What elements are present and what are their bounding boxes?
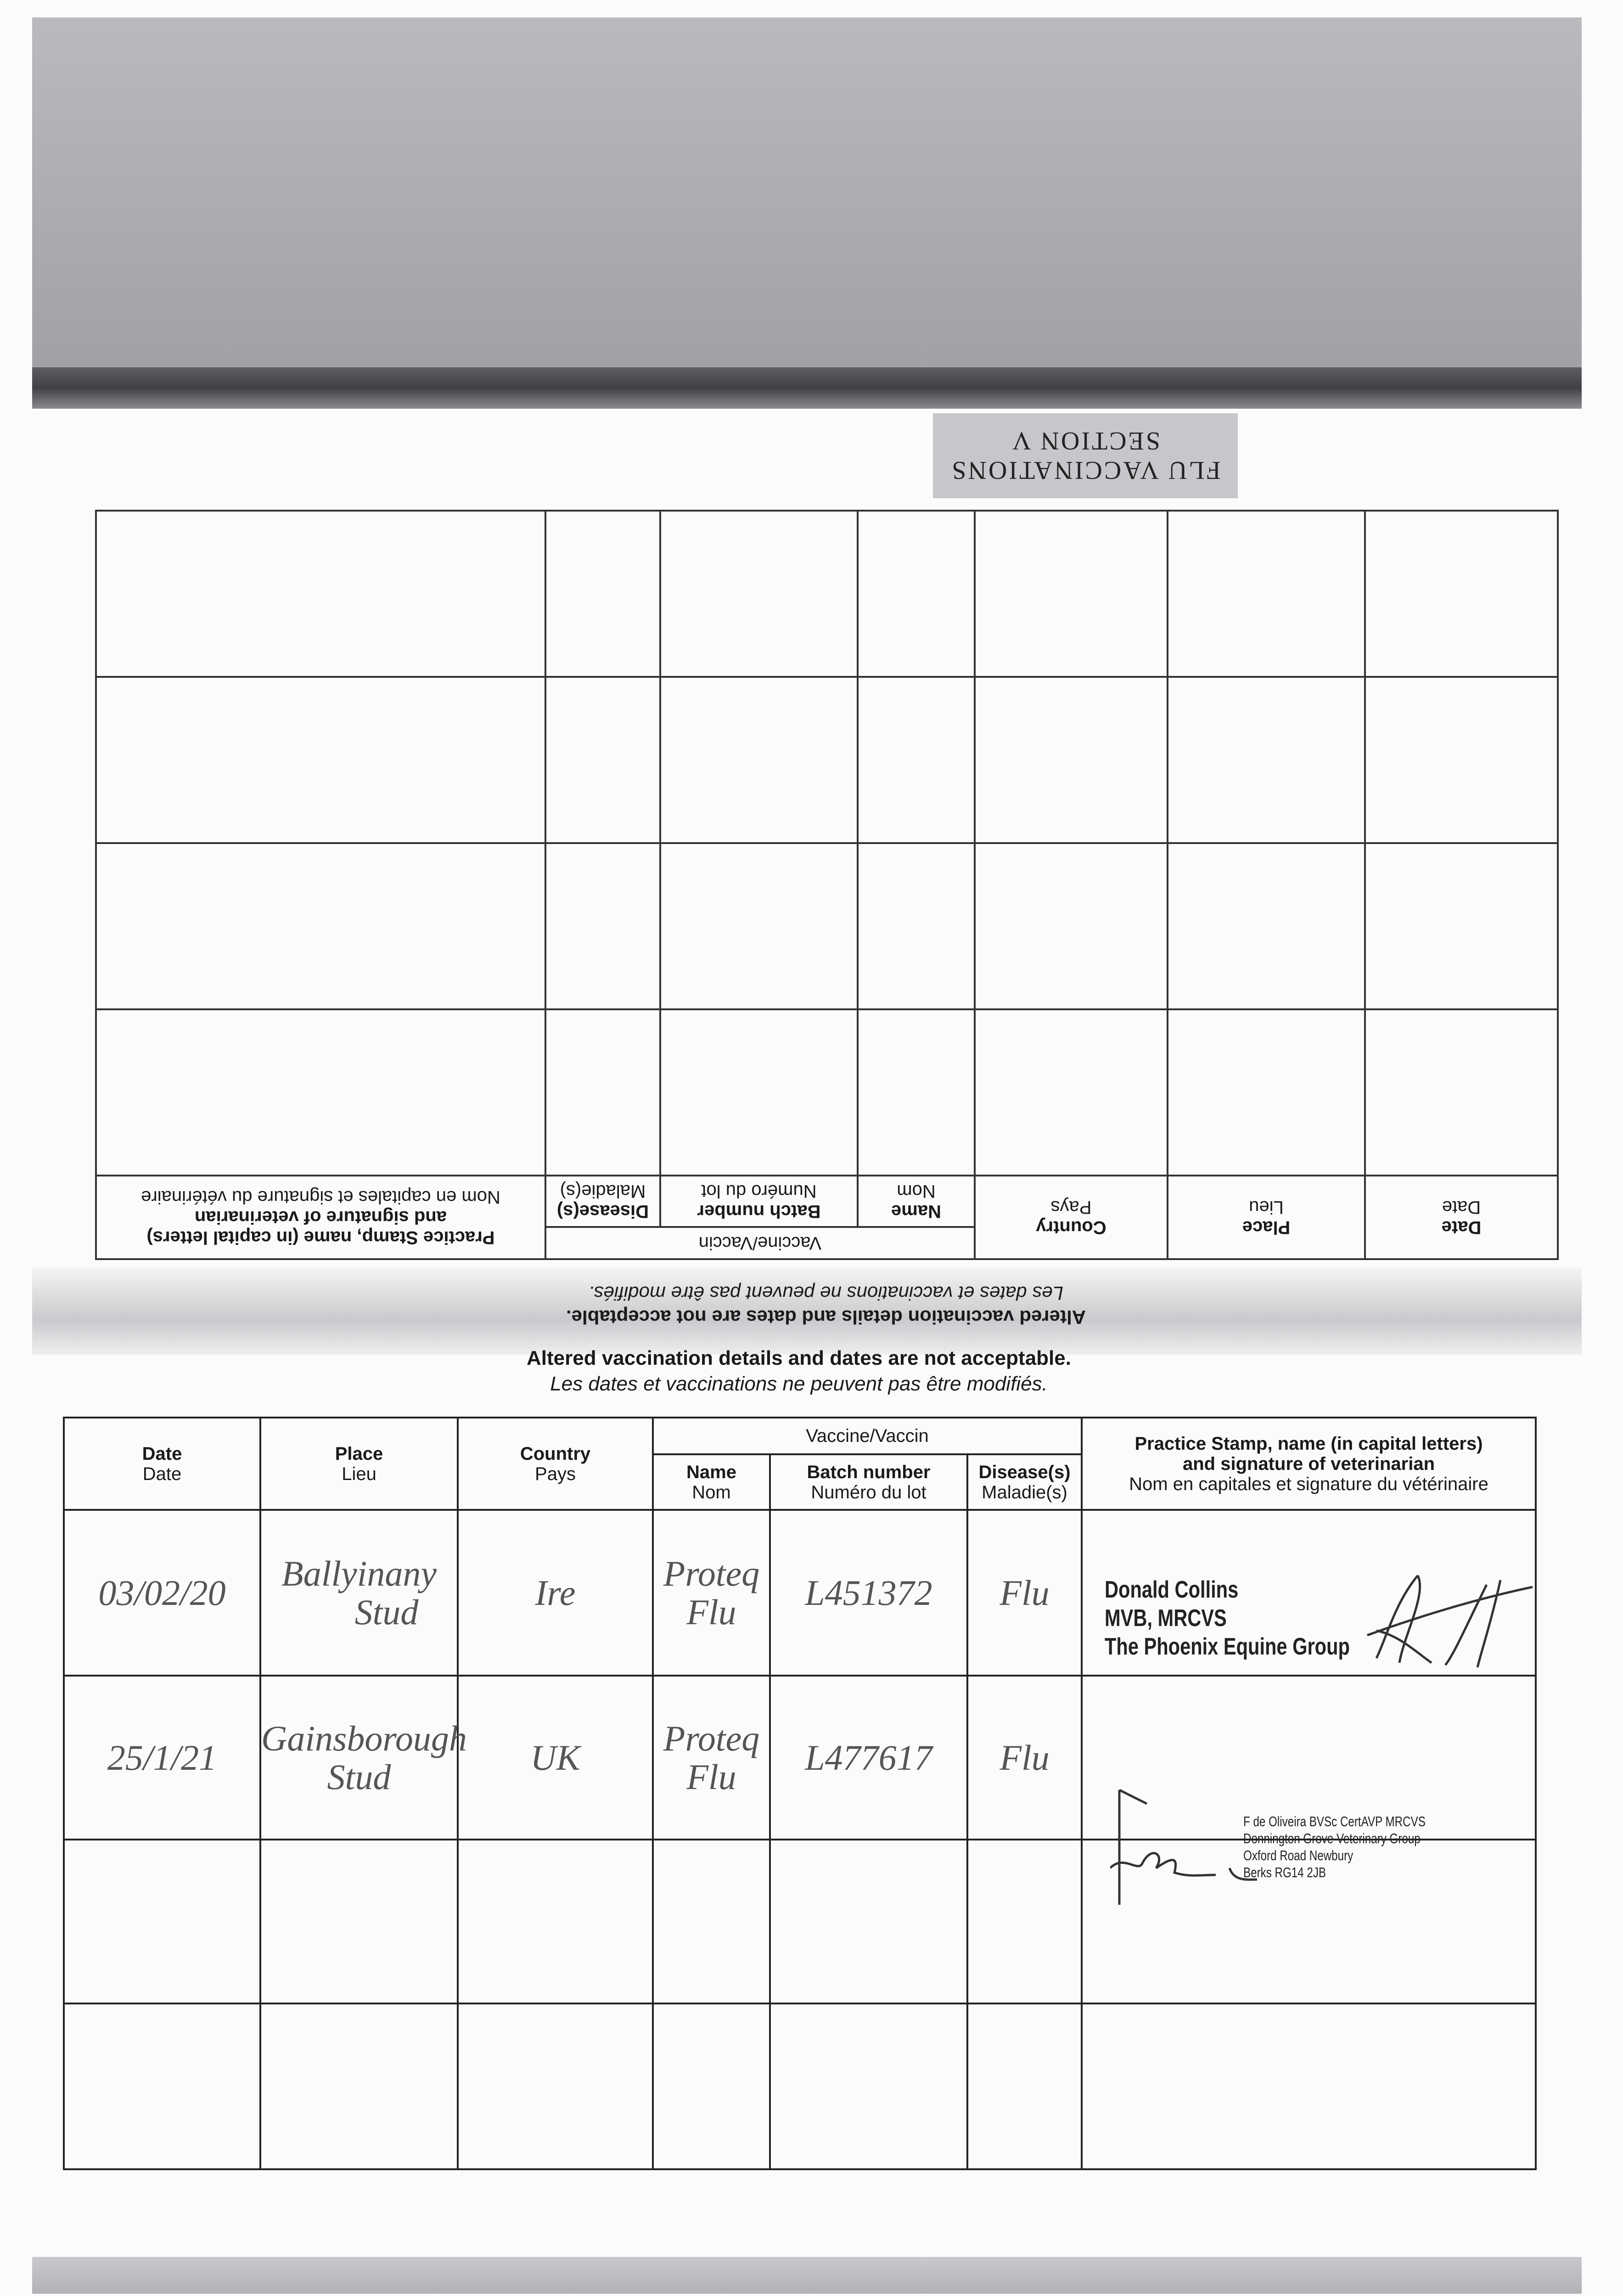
cell-place: Ballyinany Stud — [259, 1509, 459, 1677]
table-row: 03/02/20 Ballyinany Stud Ire Proteq Flu L4… — [63, 1509, 1537, 1677]
cell-date: 03/02/20 — [63, 1509, 261, 1677]
header-disease: Disease(s) Maladie(s) — [545, 1176, 660, 1227]
header-subrow: Name Nom Batch number Numéro du lot Diseas… — [64, 1453, 1536, 1511]
cell-practice-stamp: Donald Collins MVB, MRCVS The Phoenix Equi… — [1081, 1509, 1537, 1677]
cell-disease: Flu — [966, 1509, 1083, 1677]
cell-country: UK — [457, 1675, 654, 1840]
header-name: Name Nom — [652, 1453, 771, 1511]
table-row — [96, 1009, 1558, 1176]
cell-vaccine-name: Proteq Flu — [652, 1509, 771, 1677]
header-row: Date Date Place Lieu Country Pays Vaccine/V… — [63, 1417, 1537, 1511]
header-vaccine: Vaccine/Vaccin — [545, 1227, 975, 1259]
header-date: Date Date — [63, 1417, 261, 1511]
header-country: Country Pays — [975, 1176, 1168, 1259]
header-place: Place Lieu — [1168, 1176, 1365, 1259]
cell-batch: L477617 — [769, 1675, 968, 1840]
table-row: 25/1/21 Gainsborough Stud UK Proteq Flu L4… — [63, 1675, 1537, 1905]
notice-en: Altered vaccination details and dates ar… — [527, 1347, 1071, 1369]
lower-vaccination-table: Date Date Place Lieu Country Pays Vaccine/V… — [63, 1417, 1537, 2170]
scan-dark-stripe — [32, 367, 1582, 409]
notice-fr: Les dates et vaccinations ne peuvent pas… — [588, 1283, 1064, 1304]
header-practice: Practice Stamp, name (in capital letters… — [96, 1176, 545, 1259]
table-row — [96, 843, 1558, 1009]
header-date: Date Date — [1365, 1176, 1558, 1259]
header-country: Country Pays — [457, 1417, 654, 1511]
table-row — [63, 1839, 1537, 2004]
header-name: Name Nom — [858, 1176, 975, 1227]
scan-top-band — [32, 17, 1582, 376]
section-title: FLU VACCINATIONS — [950, 456, 1221, 485]
vet-stamp: F de Oliveira BVSc CertAVP MRCVS Donningt… — [1243, 1813, 1426, 1880]
header-batch: Batch number Numéro du lot — [660, 1176, 858, 1227]
vet-stamp: Donald Collins MVB, MRCVS The Phoenix Equi… — [1105, 1576, 1350, 1660]
notice-fr: Les dates et vaccinations ne peuvent pas… — [550, 1373, 1048, 1395]
page-fold-shadow — [32, 1267, 1582, 1355]
cell-disease: Flu — [966, 1675, 1083, 1840]
upper-vaccination-table: Date Date Place Lieu Country Pays Vaccine/V… — [95, 510, 1559, 1260]
scan-bottom-strip — [32, 2257, 1582, 2294]
table-row — [96, 511, 1558, 677]
vet-signature-icon — [1367, 1574, 1533, 1668]
table-row — [96, 677, 1558, 843]
header-row: Date Date Place Lieu Country Pays Vaccine/V… — [96, 1176, 1558, 1259]
cell-country: Ire — [457, 1509, 654, 1677]
cell-date: 25/1/21 — [63, 1675, 261, 1840]
header-place: Place Lieu — [259, 1417, 459, 1511]
upper-notice: Altered vaccination details and dates ar… — [95, 1281, 1557, 1329]
cell-place: Gainsborough Stud — [259, 1675, 467, 1840]
header-vaccine: Vaccine/Vaccin — [652, 1417, 1083, 1455]
vet-signature-icon — [1110, 1789, 1257, 1905]
header-batch: Batch number Numéro du lot — [769, 1453, 968, 1511]
section-number: SECTION V — [1011, 427, 1160, 456]
header-disease: Disease(s) Maladie(s) — [966, 1453, 1083, 1511]
lower-notice: Altered vaccination details and dates ar… — [63, 1345, 1535, 1397]
cell-vaccine-name: Proteq Flu — [652, 1675, 771, 1840]
notice-en: Altered vaccination details and dates ar… — [566, 1306, 1086, 1328]
header-practice: Practice Stamp, name (in capital letters… — [1081, 1417, 1537, 1511]
cell-practice-stamp: F de Oliveira BVSc CertAVP MRCVS Donningt… — [1081, 1675, 1537, 1905]
section-tab: FLU VACCINATIONS SECTION V — [933, 413, 1238, 498]
cell-batch: L451372 — [769, 1509, 968, 1677]
table-row — [63, 2003, 1537, 2170]
